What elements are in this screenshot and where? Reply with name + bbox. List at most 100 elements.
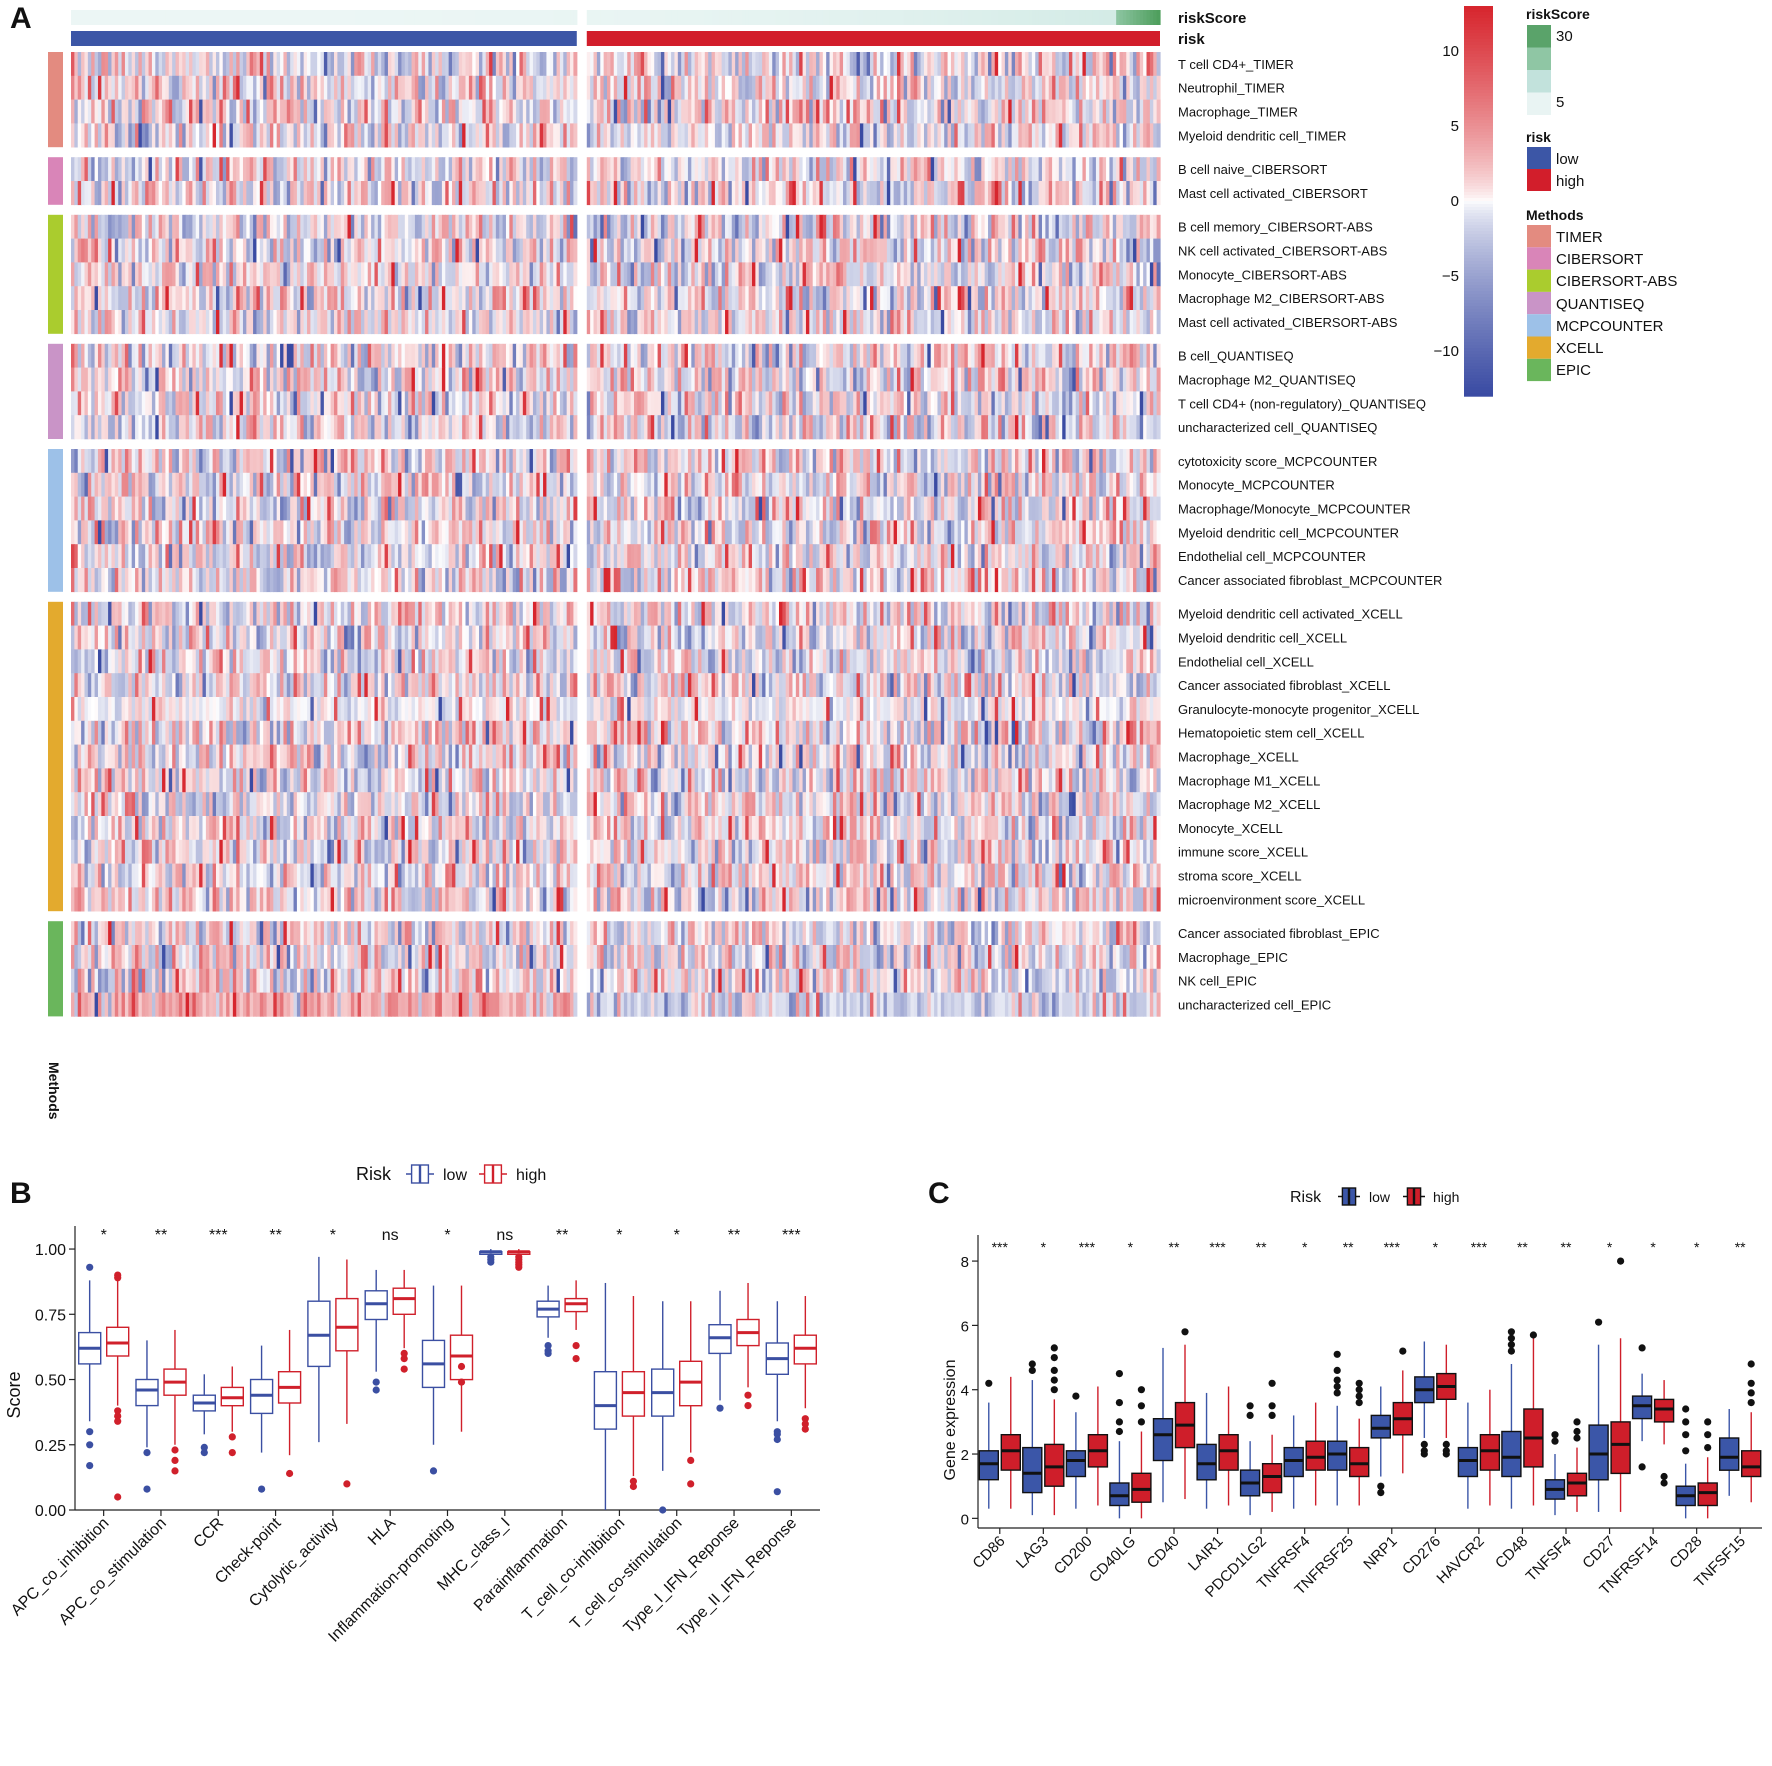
- heatmap-cell: [1018, 262, 1023, 287]
- heatmap-cell: [354, 343, 359, 368]
- heatmap-cell: [263, 214, 268, 239]
- heatmap-cell: [590, 123, 595, 148]
- heatmap-cell: [984, 343, 989, 368]
- heatmap-cell: [758, 157, 763, 182]
- heatmap-cell: [913, 343, 918, 368]
- heatmap-cell: [104, 181, 109, 206]
- heatmap-cell: [195, 238, 200, 263]
- heatmap-cell: [91, 415, 96, 440]
- heatmap-cell: [296, 75, 301, 100]
- heatmap-cell: [344, 214, 349, 239]
- heatmap-cell: [795, 123, 800, 148]
- heatmap-cell: [984, 75, 989, 100]
- heatmap-cell: [701, 262, 706, 287]
- heatmap-cell: [155, 52, 160, 77]
- heatmap-cell: [445, 181, 450, 206]
- heatmap-cell: [657, 262, 662, 287]
- heatmap-cell: [940, 157, 945, 182]
- heatmap-cell: [640, 391, 645, 416]
- heatmap-cell: [1143, 214, 1148, 239]
- heatmap-cell: [893, 157, 898, 182]
- heatmap-cell: [428, 157, 433, 182]
- heatmap-cell: [600, 286, 605, 311]
- heatmap-cell: [819, 181, 824, 206]
- heatmap-cell: [967, 75, 972, 100]
- heatmap-cell: [1092, 391, 1097, 416]
- heatmap-cell: [853, 310, 858, 335]
- heatmap-cell: [728, 181, 733, 206]
- risk-annotation-bar: [71, 31, 1160, 46]
- heatmap-cell: [907, 343, 912, 368]
- heatmap-cell: [839, 286, 844, 311]
- heatmap-cell: [950, 310, 955, 335]
- heatmap-cell: [846, 238, 851, 263]
- heatmap-cell: [101, 238, 106, 263]
- heatmap-cell: [802, 310, 807, 335]
- risk-score-cell: [984, 10, 989, 25]
- heatmap-cell: [135, 238, 140, 263]
- heatmap-cell: [650, 123, 655, 148]
- heatmap-cell: [91, 99, 96, 124]
- heatmap-cell: [883, 343, 888, 368]
- heatmap-cell: [1106, 181, 1111, 206]
- heatmap-cell: [452, 286, 456, 311]
- heatmap-cell: [832, 181, 837, 206]
- heatmap-cell: [1129, 238, 1134, 263]
- heatmap-cell: [880, 52, 885, 77]
- heatmap-cell: [391, 262, 396, 287]
- risk-score-cell: [731, 10, 736, 25]
- heatmap-cell: [1085, 262, 1090, 287]
- heatmap-cell: [1153, 75, 1158, 100]
- heatmap-cell: [1001, 286, 1006, 311]
- heatmap-cell: [570, 238, 575, 263]
- heatmap-cell: [300, 238, 305, 263]
- heatmap-cell: [276, 238, 281, 263]
- heatmap-cell: [182, 391, 187, 416]
- heatmap-cell: [222, 123, 227, 148]
- heatmap-cell: [313, 123, 318, 148]
- heatmap-cell: [398, 310, 403, 335]
- heatmap-cell: [1041, 310, 1046, 335]
- heatmap-cell: [148, 99, 153, 124]
- heatmap-cell: [586, 181, 591, 206]
- heatmap-cell: [192, 262, 197, 287]
- heatmap-cell: [165, 367, 170, 392]
- heatmap-cell: [607, 99, 611, 124]
- heatmap-cell: [189, 367, 193, 392]
- heatmap-cell: [644, 262, 649, 287]
- heatmap-cell: [151, 262, 156, 287]
- heatmap-cell: [354, 415, 359, 440]
- heatmap-cell: [816, 52, 821, 77]
- heatmap-cell: [725, 181, 729, 206]
- heatmap-cell: [563, 181, 568, 206]
- heatmap-cell: [475, 415, 480, 440]
- heatmap-cell: [954, 99, 959, 124]
- heatmap-cell: [913, 367, 918, 392]
- risk-score-cell: [128, 10, 133, 25]
- heatmap-cell: [485, 286, 490, 311]
- heatmap-cell: [920, 343, 925, 368]
- heatmap-cell: [495, 415, 500, 440]
- heatmap-cell: [731, 99, 736, 124]
- heatmap-cell: [1038, 343, 1043, 368]
- heatmap-cell: [620, 343, 625, 368]
- heatmap-cell: [384, 310, 389, 335]
- heatmap-cell: [563, 367, 568, 392]
- heatmap-cell: [1021, 214, 1026, 239]
- heatmap-cell: [165, 181, 170, 206]
- heatmap-cell: [199, 99, 204, 124]
- risk-score-cell: [104, 10, 109, 25]
- heatmap-cell: [903, 238, 908, 263]
- heatmap-cell: [961, 52, 966, 77]
- heatmap-cell: [853, 367, 858, 392]
- heatmap-cell: [175, 262, 180, 287]
- heatmap-cell: [1119, 214, 1124, 239]
- risk-score-cell: [273, 10, 278, 25]
- heatmap-cell: [741, 123, 746, 148]
- heatmap-cell: [1112, 99, 1117, 124]
- heatmap-cell: [917, 238, 922, 263]
- risk-score-cell: [603, 10, 608, 25]
- heatmap-cell: [570, 415, 575, 440]
- heatmap-cell: [947, 367, 952, 392]
- heatmap-cell: [246, 415, 251, 440]
